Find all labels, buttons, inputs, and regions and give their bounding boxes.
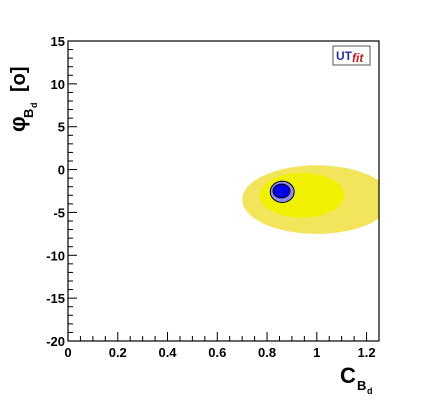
y-tick-label: 15: [51, 34, 65, 49]
y-tick-label: 0: [58, 163, 65, 178]
contour-regions: [242, 165, 379, 234]
x-tick-label: 0.6: [208, 345, 226, 360]
y-axis-title-unit: [o]: [8, 66, 30, 92]
x-tick-label: 0: [64, 345, 71, 360]
y-tick-label: -5: [53, 205, 65, 220]
x-axis-title-subsub: d: [367, 386, 373, 396]
axis-ticks: 0 0.2 0.4 0.6 0.8 1 1.2 -20 -15 -10 -5 0 5 10 15: [46, 34, 380, 360]
y-axis-title-sub: B: [21, 109, 36, 118]
y-tick-label: -15: [46, 291, 65, 306]
y-tick-label: -10: [46, 248, 65, 263]
logo-text-ut: UT: [336, 49, 353, 63]
y-axis-title-main: φ: [5, 116, 30, 132]
y-tick-label: 5: [58, 120, 65, 135]
x-tick-label: 1.2: [358, 345, 376, 360]
y-tick-label: -20: [46, 334, 65, 349]
y-axis-title-subsub: d: [29, 103, 39, 109]
plot-frame: [67, 40, 380, 342]
contour-region-4: [272, 183, 291, 199]
utfit-logo: UT fit: [332, 45, 371, 66]
y-axis-title: φ B d [o]: [5, 66, 39, 132]
y-tick-label: 10: [51, 77, 65, 92]
x-tick-label: 1: [313, 345, 320, 360]
x-axis-title-main: C: [340, 363, 356, 388]
x-axis-title: C B d: [340, 363, 373, 396]
x-axis-title-sub: B: [357, 378, 366, 393]
logo-box: [332, 45, 371, 66]
x-tick-label: 0.4: [158, 345, 177, 360]
x-tick-label: 0.2: [109, 345, 127, 360]
x-tick-label: 0.8: [258, 345, 276, 360]
logo-text-fit: fit: [352, 51, 364, 65]
